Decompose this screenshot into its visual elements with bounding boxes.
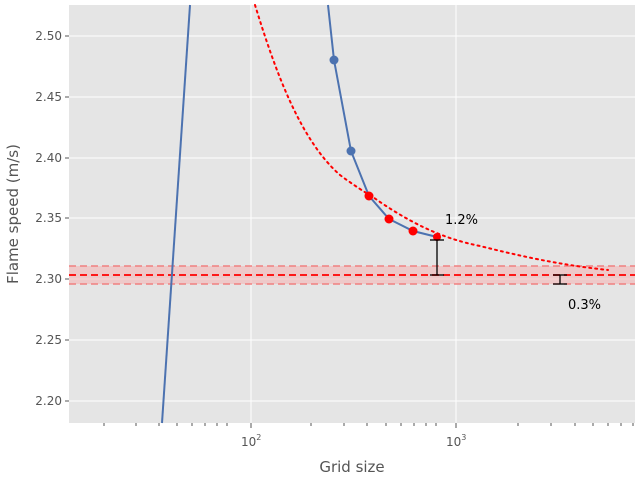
y-tick-label: 2.40	[35, 151, 62, 165]
x-axis-label: Grid size	[319, 458, 384, 476]
errorbar-2	[553, 274, 567, 285]
x-tick-label-100: 102	[241, 433, 261, 449]
data-point	[329, 55, 339, 65]
y-axis-label: Flame speed (m/s)	[4, 144, 22, 284]
x-tick-marks	[103, 423, 634, 428]
fit-curve	[254, 4, 609, 271]
y-tick-label: 2.20	[35, 394, 62, 408]
y-tick-label: 2.35	[35, 211, 62, 225]
uncertainty-band	[69, 266, 635, 284]
plot-area	[69, 5, 635, 423]
fit-point	[384, 214, 394, 224]
y-tick-label: 2.50	[35, 29, 62, 43]
x-tick-label-1000: 103	[446, 433, 466, 449]
data-point	[346, 146, 356, 156]
y-tick-marks	[65, 35, 69, 402]
annotation-0-3-percent: 0.3%	[568, 298, 601, 313]
x-tick-labels: 102 103	[241, 433, 466, 449]
y-tick-label: 2.25	[35, 333, 62, 347]
fit-point	[433, 233, 441, 241]
fit-point	[408, 226, 418, 236]
y-tick-label: 2.30	[35, 272, 62, 286]
annotation-1-2-percent: 1.2%	[445, 213, 478, 228]
y-tick-label: 2.45	[35, 90, 62, 104]
simulation-line-left	[161, 4, 191, 424]
y-tick-labels: 2.50 2.45 2.40 2.35 2.30 2.25 2.20	[35, 29, 62, 408]
errorbar-1	[430, 239, 444, 276]
fit-point	[364, 191, 374, 201]
